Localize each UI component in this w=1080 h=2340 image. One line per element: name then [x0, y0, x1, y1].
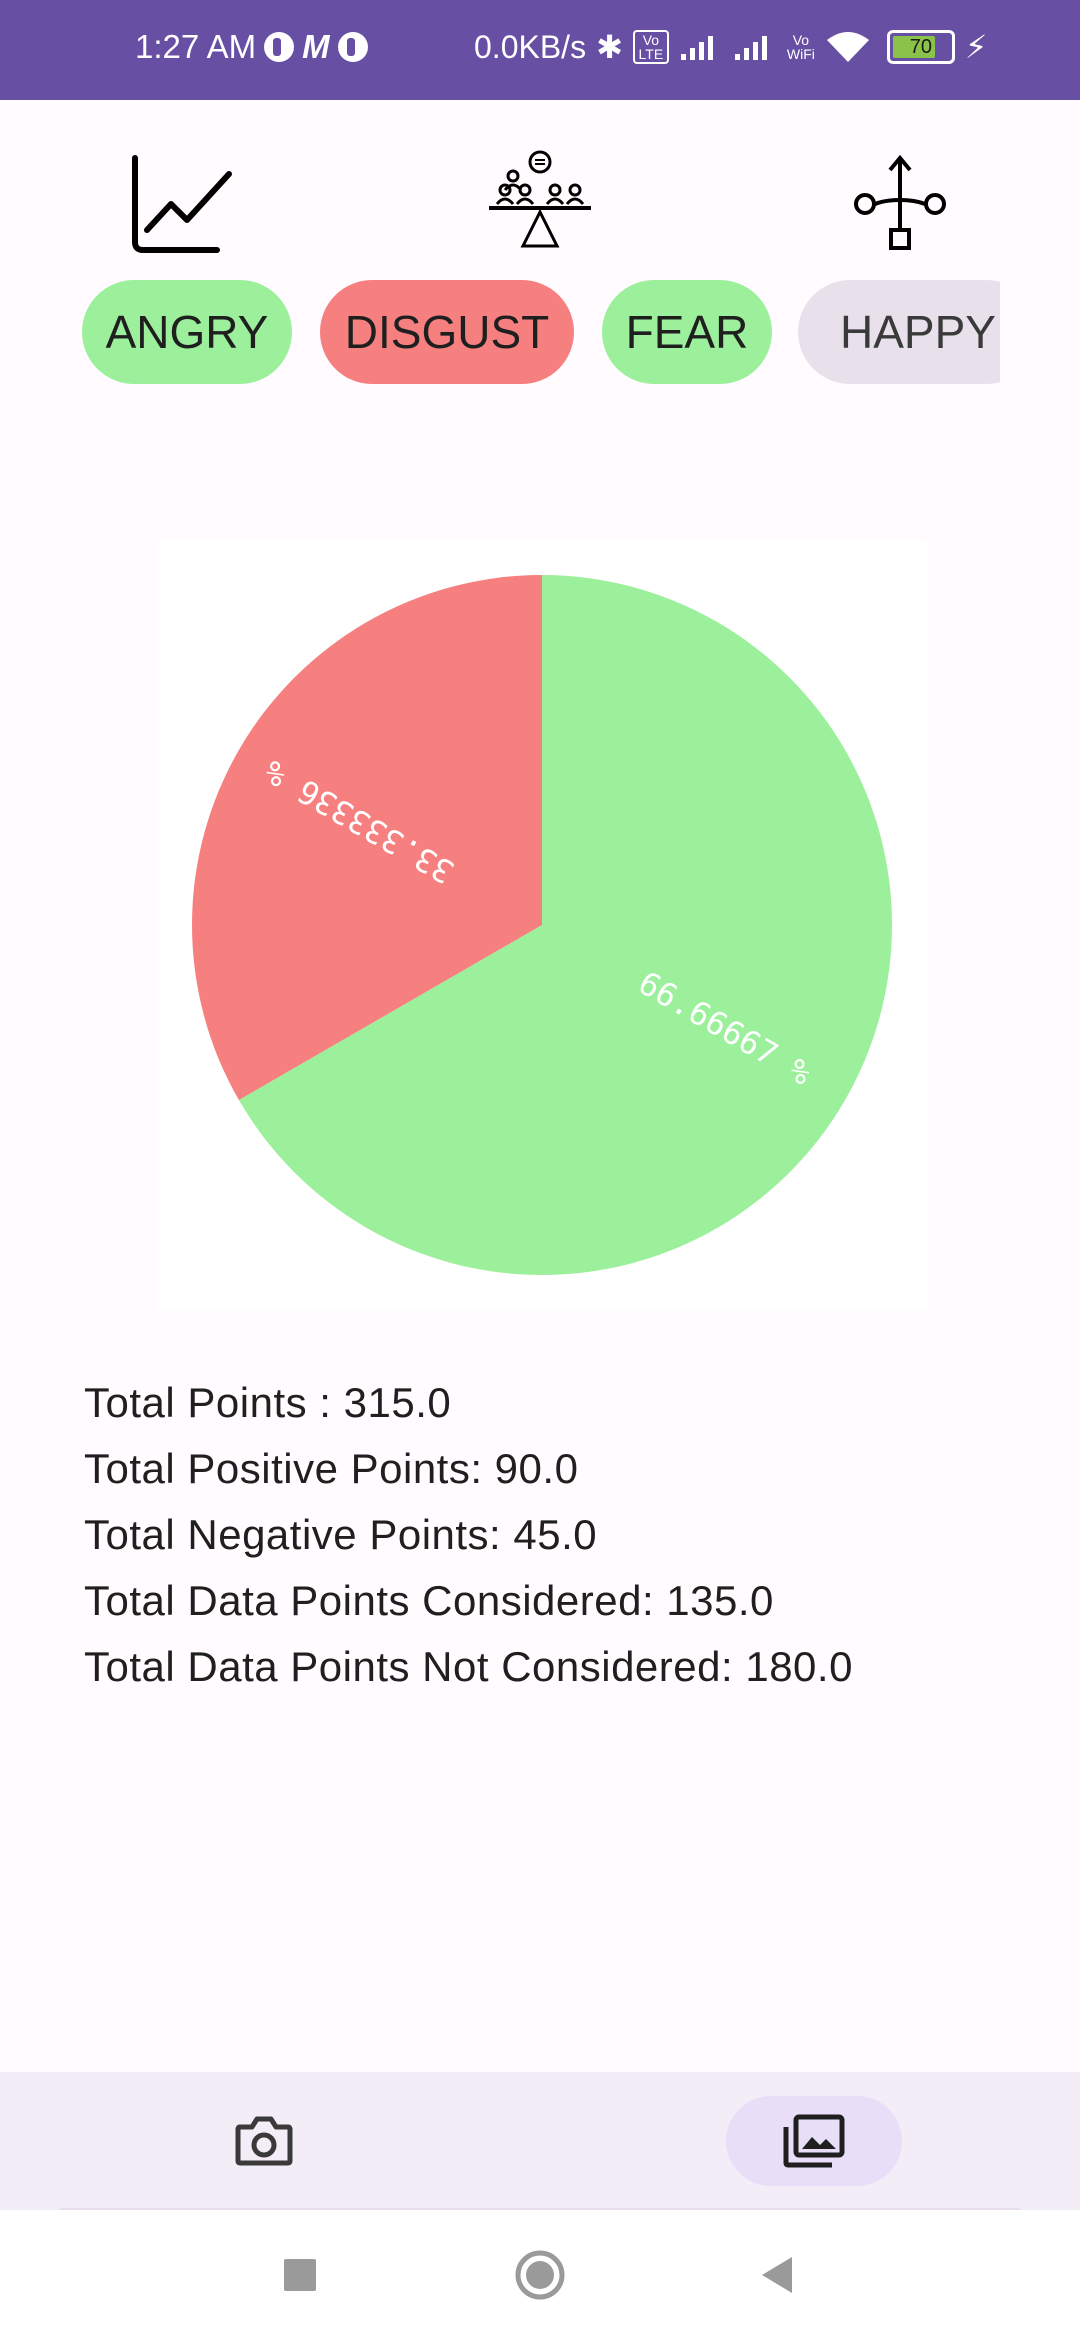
stat-total-positive: Total Positive Points: 90.0 — [84, 1445, 579, 1492]
status-left: 1:27 AM M — [135, 28, 368, 66]
nav-gallery[interactable] — [726, 2096, 902, 2186]
status-bar: 1:27 AM M 0.0KB/s ✱ Vo LTE Vo WiFi 70 ⚡ — [0, 0, 1080, 100]
signal-icon — [680, 36, 713, 60]
bluetooth-icon: ✱ — [596, 29, 623, 65]
chip-happy[interactable]: HAPPY — [798, 280, 1000, 384]
recents-square-icon[interactable] — [240, 2210, 360, 2340]
bottom-navigation — [0, 2072, 1080, 2210]
stat-total-points: Total Points : 315.0 — [84, 1379, 452, 1426]
line-chart-icon[interactable] — [125, 150, 235, 260]
notification-icon — [264, 32, 295, 62]
pie-slice-1[interactable] — [192, 575, 542, 1100]
network-speed: 0.0KB/s — [474, 28, 587, 65]
stat-total-negative: Total Negative Points: 45.0 — [84, 1511, 598, 1558]
chip-disgust[interactable]: DISGUST — [320, 280, 574, 384]
nav-camera[interactable] — [176, 2096, 352, 2186]
status-right: 0.0KB/s ✱ Vo LTE Vo WiFi 70 ⚡ — [474, 28, 987, 66]
balance-scale-group-icon[interactable] — [485, 150, 595, 260]
camera-icon — [235, 2116, 293, 2166]
notification-icon — [337, 32, 368, 62]
home-circle-icon[interactable] — [480, 2210, 600, 2340]
gallery-icon — [783, 2114, 845, 2168]
pie-chart-svg: 66.66667 %33.333336 % — [192, 575, 892, 1275]
stat-considered: Total Data Points Considered: 135.0 — [84, 1577, 774, 1624]
emotion-chip-row: ANGRY DISGUST FEAR HAPPY — [82, 280, 1000, 384]
pie-chart: 66.66667 % 33.333336 % — [157, 540, 927, 1310]
vowifi-icon: Vo WiFi — [786, 32, 815, 62]
charging-icon: ⚡ — [964, 29, 988, 65]
stats-panel: Total Points : 315.0 Total Positive Poin… — [84, 1370, 853, 1700]
m-app-icon: M — [302, 28, 330, 65]
pie-slice-0[interactable] — [238, 575, 892, 1275]
stat-not-considered: Total Data Points Not Considered: 180.0 — [84, 1643, 853, 1690]
wifi-icon — [826, 32, 869, 62]
chip-fear[interactable]: FEAR — [602, 280, 772, 384]
status-time: 1:27 AM — [135, 28, 257, 65]
system-navigation-bar — [0, 2210, 1080, 2340]
volte-icon: Vo LTE — [632, 30, 669, 64]
battery-icon: 70 — [886, 30, 955, 64]
signal-icon — [734, 36, 767, 60]
nav-divider — [60, 2208, 1020, 2210]
flow-split-icon[interactable] — [845, 150, 955, 260]
chip-angry[interactable]: ANGRY — [82, 280, 292, 384]
back-triangle-icon[interactable] — [716, 2210, 836, 2340]
